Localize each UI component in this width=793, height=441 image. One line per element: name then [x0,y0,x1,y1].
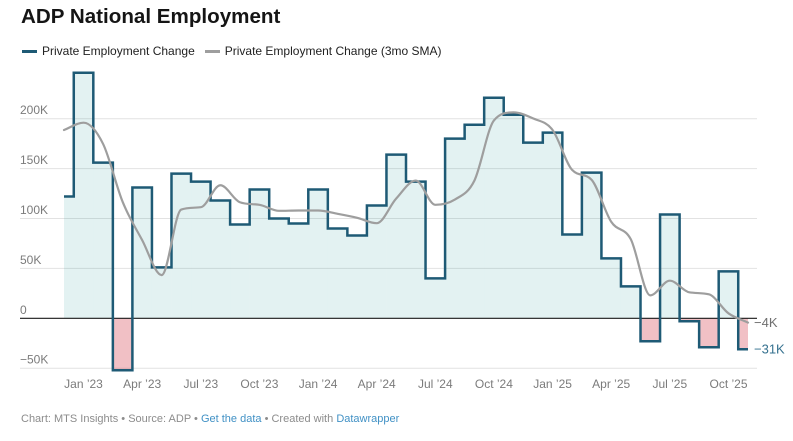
area-fills [64,72,748,371]
area-fill-positive [406,181,426,319]
x-tick-label: Apr ’23 [123,377,161,391]
area-fill-positive [386,154,406,319]
sma-line-series [62,111,750,324]
value-end-labels: −4K −31K [754,315,785,357]
created-with-text: Created with [271,413,334,425]
area-fill-positive [366,205,387,319]
y-tick-label: 150K [20,153,48,167]
separator-dot: • [264,413,269,425]
legend: Private Employment Change Private Employ… [22,44,452,58]
x-tick-label: Jul ’25 [652,377,687,391]
area-fill-positive [288,223,309,319]
area-fill-positive [503,114,524,319]
area-fill-positive [327,228,348,319]
area-fill-positive [64,196,74,319]
end-value-label: −31K [754,342,785,357]
chart-title: ADP National Employment [21,5,281,28]
y-tick-label: 0 [20,303,27,317]
y-tick-label: 50K [20,253,41,267]
area-fill-positive [230,224,250,319]
x-tick-label: Jul ’24 [418,377,453,391]
x-tick-label: Apr ’25 [592,377,630,391]
legend-item-sma: Private Employment Change (3mo SMA) [204,44,442,58]
end-value-label: −4K [754,315,778,330]
x-tick-label: Jan ’24 [299,377,338,391]
area-fill-positive [249,189,270,319]
area-fill-negative [640,318,661,342]
legend-label: Private Employment Change (3mo SMA) [224,44,442,58]
x-tick-label: Jan ’25 [533,377,572,391]
sma-line [62,111,750,324]
area-fill-negative [699,318,719,348]
area-fill-positive [620,286,641,319]
area-fill-positive [601,258,621,319]
x-tick-label: Jul ’23 [183,377,218,391]
legend-swatch-gray-line [204,49,220,53]
area-fill-positive [269,218,289,319]
area-fill-positive [73,72,94,319]
separator-dot: • [121,413,126,425]
legend-label: Private Employment Change [42,44,195,58]
y-axis-labels: 200K 150K 100K 50K 0 −50K [20,103,48,367]
x-tick-label: Apr ’24 [358,377,396,391]
gridlines [20,118,757,369]
area-fill-positive [151,267,172,319]
footer-byline: Chart: MTS Insights • Source: ADP • Get … [21,413,399,425]
area-fill-positive [484,97,504,319]
x-tick-label: Oct ’25 [709,377,747,391]
area-fill-positive [464,124,485,319]
area-fill-positive [132,187,152,319]
area-fill-positive [660,214,680,319]
area-fill-positive [542,132,563,319]
area-fill-positive [523,142,543,319]
area-fill-positive [210,200,231,319]
step-line [64,71,748,372]
x-tick-label: Jan ’23 [64,377,103,391]
area-fill-positive [347,235,367,319]
x-tick-label: Oct ’24 [475,377,513,391]
x-axis-labels: Jan ’23 Apr ’23 Jul ’23 Oct ’23 Jan ’24 Apr ’… [64,377,748,391]
x-tick-label: Oct ’23 [240,377,278,391]
area-fill-positive [191,181,211,319]
area-fill-positive [562,234,582,319]
separator-dot: • [194,413,198,425]
step-line-series [64,71,748,372]
area-fill-negative [738,318,748,350]
area-fill-positive [93,162,113,319]
y-tick-label: 100K [20,203,48,217]
area-fill-negative [679,318,700,322]
area-fill-positive [171,173,192,319]
area-fill-positive [445,138,465,319]
header: ADP National Employment [21,5,280,30]
chart-credit: Chart: MTS Insights [21,413,119,425]
get-the-data-link[interactable]: Get the data [200,413,262,425]
source-credit: Source: ADP [128,413,191,425]
area-fill-negative [112,318,133,371]
legend-swatch-blue-line [22,49,37,53]
area-fill-positive [308,189,328,319]
legend-item-employment-change: Private Employment Change [22,44,195,58]
area-fill-positive [718,271,739,319]
datawrapper-link[interactable]: Datawrapper [336,413,400,425]
y-tick-label: −50K [20,353,48,367]
area-fill-positive [581,172,602,319]
area-fill-positive [425,278,446,319]
y-tick-label: 200K [20,103,48,117]
